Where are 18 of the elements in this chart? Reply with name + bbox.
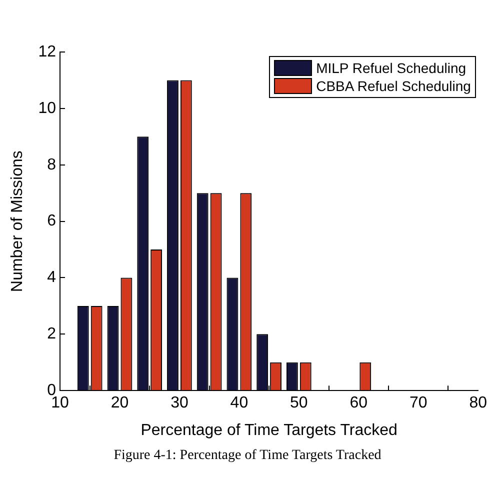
x-tick-label: 50 xyxy=(290,394,308,412)
caption: Figure 4-1: Percentage of Time Targets Tracked xyxy=(112,448,382,464)
y-tick-label: 12 xyxy=(38,43,56,60)
y-tick-label: 10 xyxy=(38,100,56,117)
y-tick-label: 6 xyxy=(47,212,56,230)
x-axis-title: Percentage of Time Targets Tracked xyxy=(140,422,398,439)
x-tick-label: 20 xyxy=(110,394,129,412)
x-tick-label: 40 xyxy=(230,394,248,412)
y-axis-title: Number of Missions xyxy=(9,150,26,292)
x-tick-label: 60 xyxy=(350,394,368,412)
y-tick-label: 2 xyxy=(47,326,56,343)
x-tick-label: 70 xyxy=(409,394,428,412)
y-tick-label: 4 xyxy=(47,269,56,286)
y-tick-label: 8 xyxy=(47,156,56,174)
x-tick-label: 80 xyxy=(469,394,488,412)
legend-label: CBBA Refuel Scheduling xyxy=(316,78,471,94)
legend-label: MILP Refuel Scheduling xyxy=(316,60,466,76)
x-tick-label: 30 xyxy=(170,394,188,412)
